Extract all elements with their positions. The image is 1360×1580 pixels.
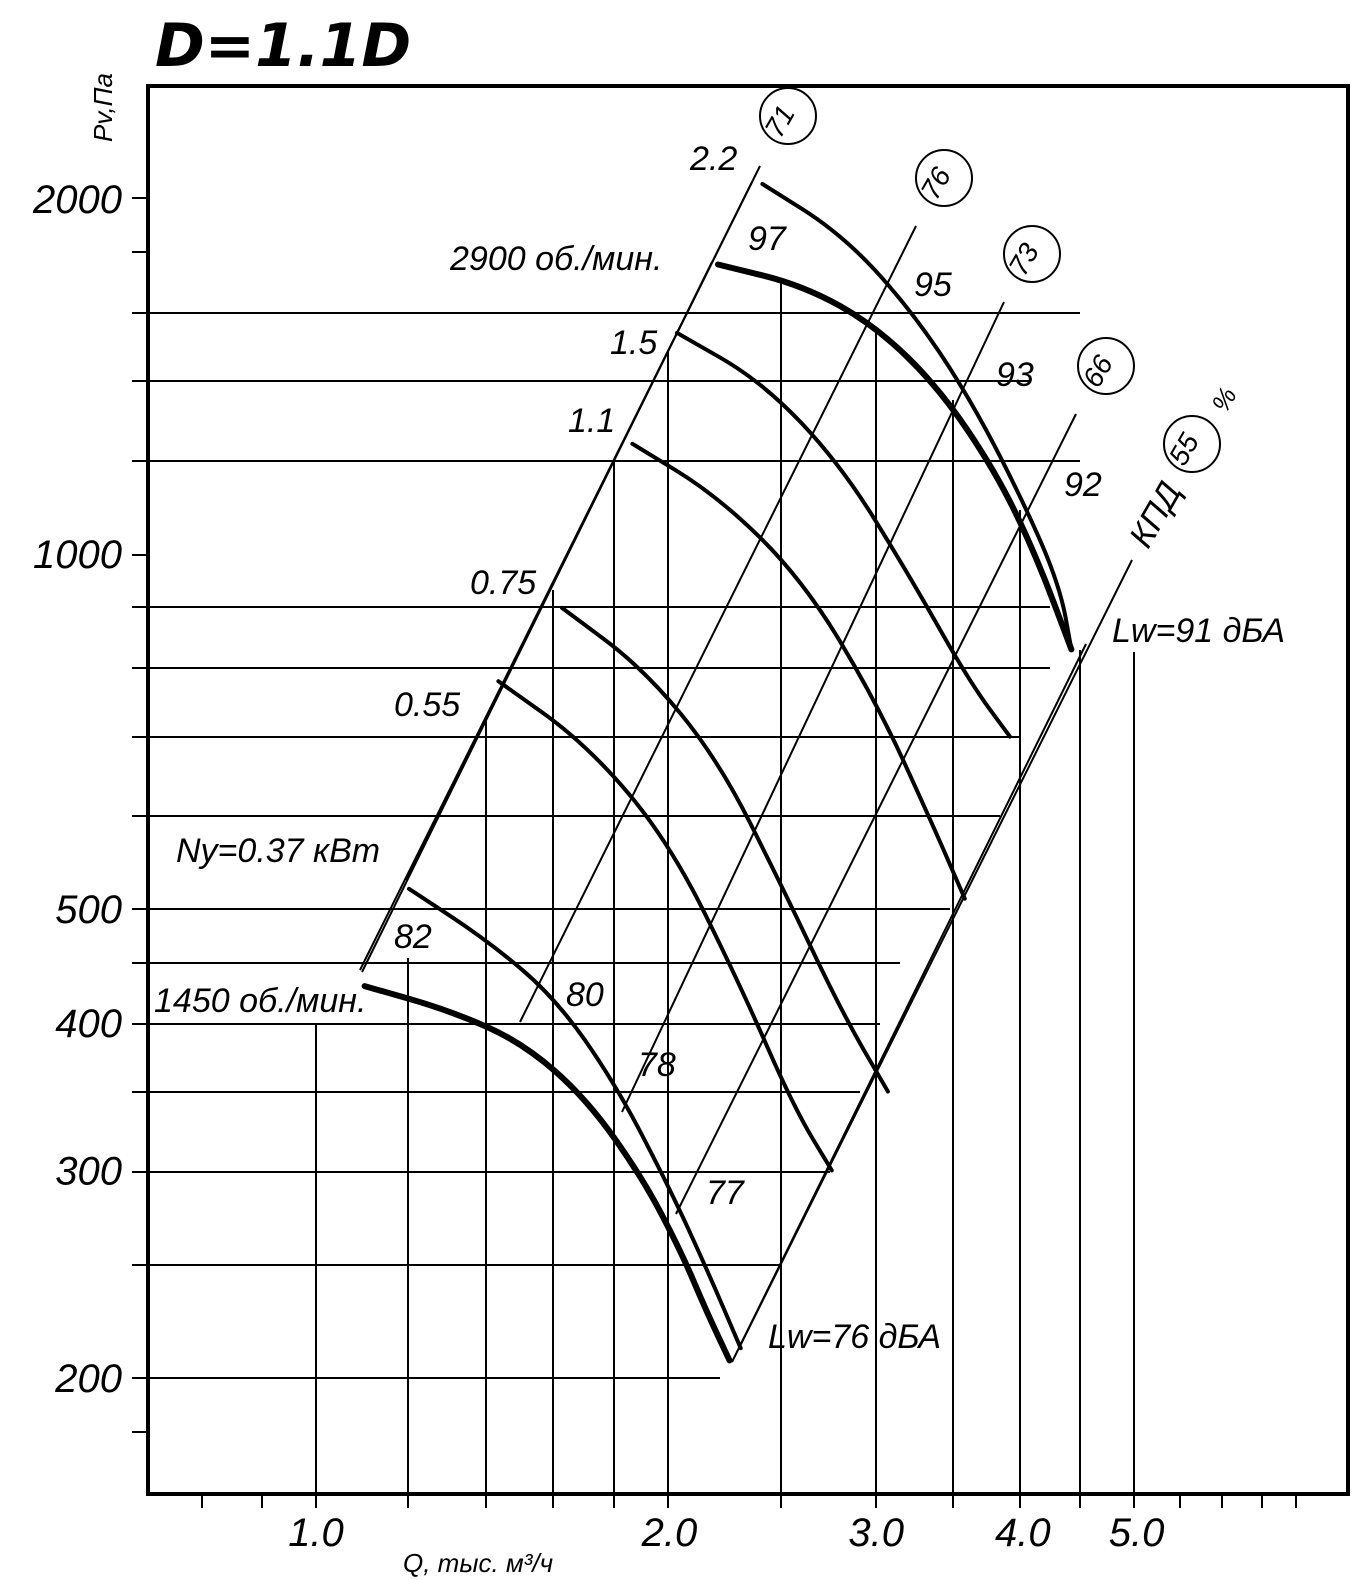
lw-label-bottom: Lw=76 дБА <box>768 1318 941 1356</box>
sound-label-bottom-3: 77 <box>706 1174 745 1212</box>
curve-1 <box>407 886 743 1351</box>
sound-label-top-1: 95 <box>914 266 952 304</box>
grid-lines <box>148 280 1135 1494</box>
sound-label-bottom-0: 82 <box>394 918 432 956</box>
annotations: Ny=0.37 кВт 0.55 0.75 1.1 1.5 2.2 1450 об./мин… <box>154 87 1285 1356</box>
efficiency-line-2 <box>621 301 1005 1113</box>
curve-6 <box>715 261 1075 653</box>
x-tick-label-4: 5.0 <box>1109 1511 1165 1555</box>
y-tick-label-4: 1000 <box>33 533 122 577</box>
efficiency-circle-0 <box>759 87 817 145</box>
efficiency-line-1 <box>519 225 917 1023</box>
sound-label-bottom-2: 78 <box>638 1046 676 1084</box>
power-label-4: 1.5 <box>610 324 657 362</box>
x-tick-label-1: 2.0 <box>641 1511 698 1555</box>
sound-label-top-0: 97 <box>748 220 787 258</box>
power-label-1: 0.55 <box>394 686 460 724</box>
speed-label-1450: 1450 об./мин. <box>154 982 366 1020</box>
speed-label-2900: 2900 об./мин. <box>449 240 662 278</box>
efficiency-label: КПД <box>1122 476 1189 554</box>
x-axis-label: Q, тыс. м³/ч <box>403 1548 553 1578</box>
efficiency-circle-1 <box>915 149 973 207</box>
plot-border <box>146 84 1350 1496</box>
axis-ticks: 200 300 400 500 1000 2000 1.0 2.0 3.0 4.0 5.0 <box>32 178 1297 1555</box>
efficiency-circle-2 <box>1003 225 1061 283</box>
curve-0 <box>361 983 733 1364</box>
y-tick-label-3: 500 <box>55 888 122 932</box>
efficiency-circle-4 <box>1163 415 1221 473</box>
sound-label-top-2: 93 <box>996 356 1034 394</box>
efficiency-line-7 <box>361 261 713 973</box>
power-label-2: 0.75 <box>470 564 536 602</box>
x-tick-label-2: 3.0 <box>848 1511 904 1555</box>
efficiency-percent: % <box>1205 382 1243 417</box>
curve-2 <box>496 679 834 1173</box>
y-axis-label: Pv,Па <box>88 73 118 142</box>
x-tick-label-0: 1.0 <box>288 1511 344 1555</box>
curve-7 <box>760 182 1074 652</box>
curve-4 <box>630 441 967 901</box>
efficiency-line-3 <box>675 413 1077 1215</box>
chart-title: D=1.1D <box>155 11 411 81</box>
x-tick-label-3: 4.0 <box>995 1511 1051 1555</box>
performance-curves <box>361 182 1075 1364</box>
power-label-3: 1.1 <box>568 402 615 440</box>
efficiency-circle-3 <box>1077 337 1135 395</box>
power-label-5: 2.2 <box>689 140 737 178</box>
efficiency-line-5 <box>731 643 1087 1363</box>
y-tick-label-5: 2000 <box>32 178 122 222</box>
curve-3 <box>560 605 890 1094</box>
sound-label-bottom-1: 80 <box>566 976 604 1014</box>
sound-label-top-3: 92 <box>1064 466 1102 504</box>
curve-5 <box>675 330 1012 739</box>
y-tick-label-1: 300 <box>55 1149 122 1193</box>
plot-frame <box>146 84 1350 1496</box>
y-tick-label-2: 400 <box>55 1002 122 1046</box>
efficiency-lines <box>359 165 1133 1363</box>
power-label-0: Ny=0.37 кВт <box>176 832 380 870</box>
lw-label-top: Lw=91 дБА <box>1112 612 1285 650</box>
y-tick-label-0: 200 <box>54 1357 122 1401</box>
